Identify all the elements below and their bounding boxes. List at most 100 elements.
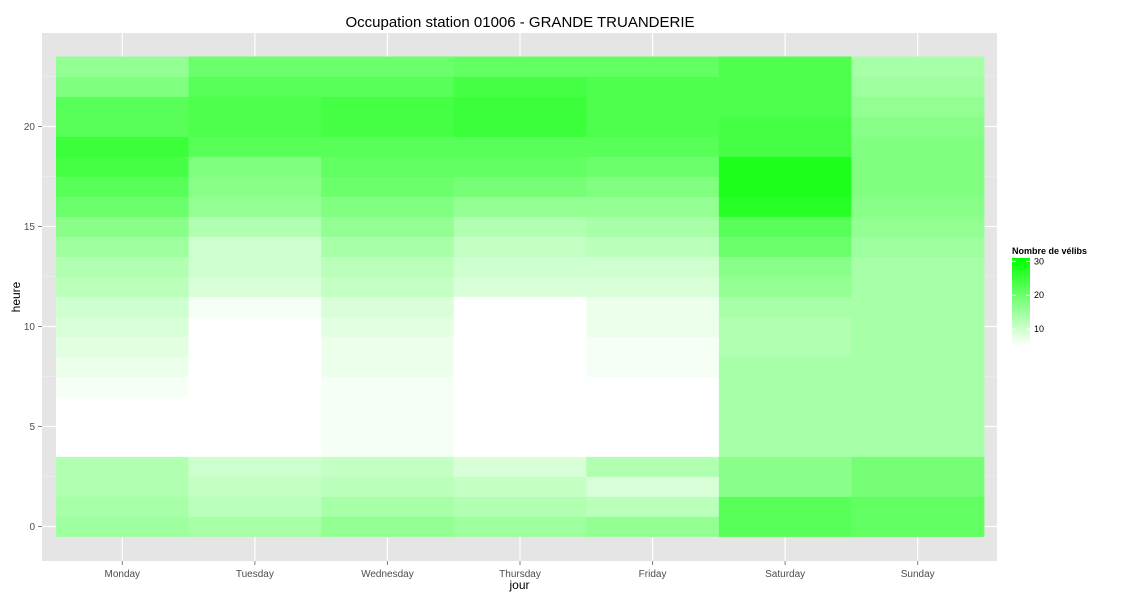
- heatmap-tile: [453, 136, 587, 157]
- heatmap-tile: [586, 156, 720, 177]
- heatmap-tile: [453, 496, 587, 517]
- heatmap-tile: [56, 376, 189, 397]
- heatmap-tile: [321, 236, 455, 257]
- heatmap-tile: [453, 116, 587, 137]
- heatmap-tile: [718, 136, 852, 157]
- heatmap-tile: [718, 156, 852, 177]
- heatmap-tile: [718, 176, 852, 197]
- legend-title: Nombre de vélibs: [1012, 246, 1087, 256]
- heatmap-tile: [851, 196, 985, 217]
- heatmap-tile: [453, 76, 587, 97]
- heatmap-tile: [188, 356, 322, 377]
- heatmap-tile: [56, 396, 189, 417]
- x-tick-label: Sunday: [901, 569, 935, 580]
- heatmap-tile: [851, 496, 985, 517]
- heatmap-tile: [321, 276, 455, 297]
- heatmap-tile: [851, 56, 985, 77]
- heatmap-tile: [453, 156, 587, 177]
- heatmap-tile: [453, 96, 587, 117]
- heatmap-tile: [851, 156, 985, 177]
- heatmap-tile: [718, 496, 852, 517]
- heatmap-tile: [586, 96, 720, 117]
- heatmap-tile: [321, 516, 455, 537]
- heatmap-tile: [56, 496, 189, 517]
- heatmap-tile: [718, 296, 852, 317]
- heatmap-tile: [586, 216, 720, 237]
- x-tick-label: Thursday: [499, 569, 541, 580]
- heatmap-tile: [453, 516, 587, 537]
- heatmap-tile: [56, 276, 189, 297]
- heatmap-tile: [851, 216, 985, 237]
- y-tick-label: 15: [24, 222, 36, 233]
- x-axis-title: jour: [508, 578, 529, 592]
- heatmap-tile: [321, 336, 455, 357]
- y-tick-label: 20: [24, 122, 36, 133]
- heatmap-tile: [586, 276, 720, 297]
- heatmap-tile: [321, 256, 455, 277]
- heatmap-tile: [851, 436, 985, 457]
- heatmap-tile: [718, 336, 852, 357]
- heatmap-tile: [56, 216, 189, 237]
- heatmap-tile: [586, 196, 720, 217]
- heatmap-tile: [56, 196, 189, 217]
- heatmap-tile: [321, 476, 455, 497]
- heatmap-tile: [718, 396, 852, 417]
- y-tick-label: 0: [29, 522, 35, 533]
- heatmap-tile: [851, 516, 985, 537]
- heatmap-tile: [453, 356, 587, 377]
- heatmap-tile: [56, 156, 189, 177]
- heatmap-tile: [851, 256, 985, 277]
- heatmap-tile: [453, 316, 587, 337]
- legend-ticks: 10 20 30: [1012, 256, 1044, 334]
- heatmap-tile: [586, 416, 720, 437]
- heatmap-tile: [188, 76, 322, 97]
- x-axis-ticks: Monday Tuesday Wednesday Thursday Friday Satu…: [104, 561, 935, 580]
- heatmap-tile: [718, 76, 852, 97]
- heatmap-tile: [321, 216, 455, 237]
- heatmap-tile: [586, 176, 720, 197]
- legend-tick-label: 20: [1034, 290, 1044, 300]
- heatmap-tile: [56, 176, 189, 197]
- heatmap-tile: [453, 416, 587, 437]
- heatmap-tile: [321, 376, 455, 397]
- heatmap-tile: [718, 356, 852, 377]
- y-tick-label: 10: [24, 322, 36, 333]
- heatmap-tile: [188, 416, 322, 437]
- heatmap-tile: [453, 376, 587, 397]
- heatmap-tile: [321, 296, 455, 317]
- heatmap-tile: [851, 96, 985, 117]
- heatmap-tile: [321, 396, 455, 417]
- heatmap-tile: [586, 356, 720, 377]
- heatmap-tile: [586, 516, 720, 537]
- heatmap-tile: [188, 176, 322, 197]
- heatmap-tile: [453, 436, 587, 457]
- heatmap-tile: [321, 56, 455, 77]
- heatmap-tile: [453, 256, 587, 277]
- heatmap-tile: [56, 356, 189, 377]
- heatmap-tile: [851, 316, 985, 337]
- heatmap-tile: [321, 136, 455, 157]
- heatmap-tile: [586, 496, 720, 517]
- heatmap-tile: [586, 236, 720, 257]
- heatmap-tile: [321, 96, 455, 117]
- heatmap-tile: [718, 416, 852, 437]
- legend-tick-label: 10: [1034, 324, 1044, 334]
- y-axis-title: heure: [9, 281, 23, 312]
- heatmap-tile: [56, 236, 189, 257]
- heatmap-tile: [453, 276, 587, 297]
- heatmap-tile: [321, 76, 455, 97]
- heatmap-tile: [188, 116, 322, 137]
- heatmap-tile: [188, 196, 322, 217]
- heatmap-tile: [586, 56, 720, 77]
- heatmap-tile: [851, 276, 985, 297]
- heatmap-tile: [56, 516, 189, 537]
- heatmap-tile: [718, 516, 852, 537]
- heatmap-tile: [56, 316, 189, 337]
- heatmap-tile: [453, 296, 587, 317]
- heatmap-tile: [321, 176, 455, 197]
- heatmap-tile: [453, 476, 587, 497]
- heatmap-tile: [188, 376, 322, 397]
- heatmap-tile: [188, 56, 322, 77]
- heatmap-tile: [321, 116, 455, 137]
- heatmap-tile: [453, 396, 587, 417]
